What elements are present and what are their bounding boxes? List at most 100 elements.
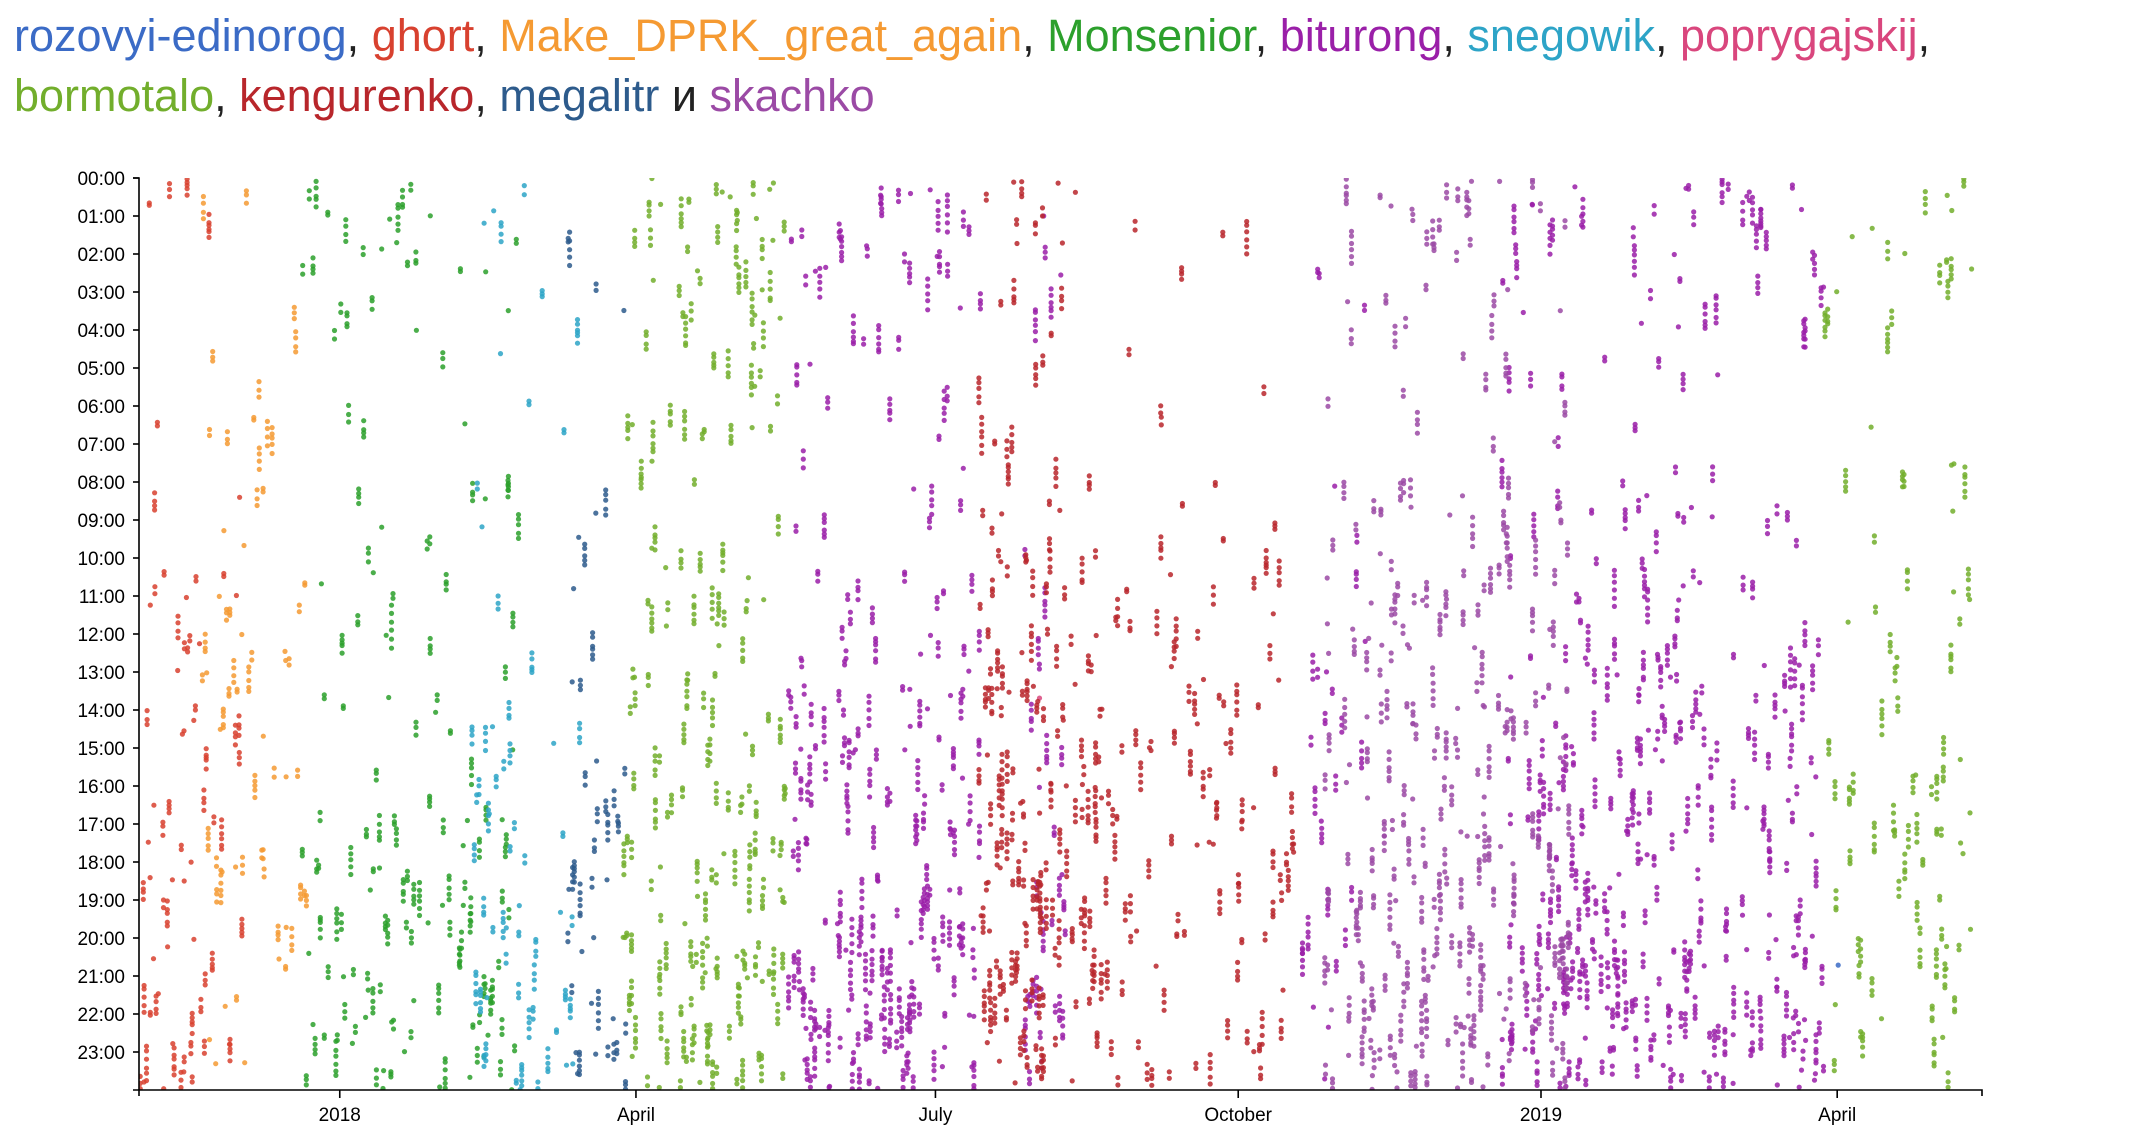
- data-point: [404, 263, 411, 269]
- data-point: [1534, 1059, 1540, 1065]
- data-point: [886, 1036, 893, 1042]
- data-point: [1689, 724, 1696, 731]
- data-point: [713, 191, 719, 197]
- data-point: [746, 783, 753, 789]
- data-point: [863, 1019, 869, 1025]
- data-point: [632, 243, 638, 249]
- data-point: [702, 899, 709, 906]
- data-point: [663, 940, 669, 947]
- data-point: [424, 546, 430, 552]
- data-point: [545, 1060, 551, 1066]
- data-point: [1937, 893, 1943, 899]
- data-point: [1708, 756, 1714, 762]
- data-point: [1052, 1042, 1058, 1048]
- data-point: [807, 1078, 814, 1084]
- data-point: [589, 884, 595, 890]
- data-point: [1895, 703, 1901, 709]
- data-point: [1832, 1002, 1838, 1008]
- data-point: [1816, 1020, 1822, 1026]
- data-point: [1115, 596, 1121, 602]
- data-point: [716, 612, 722, 618]
- data-point: [1758, 215, 1764, 221]
- data-point: [436, 990, 442, 996]
- data-point: [1810, 672, 1816, 678]
- data-point: [740, 1068, 746, 1074]
- data-point: [493, 784, 499, 790]
- data-point: [697, 568, 703, 574]
- series-rozovyi-edinorog: [1835, 962, 1841, 968]
- data-point: [992, 441, 998, 447]
- data-point: [211, 820, 217, 826]
- data-point: [856, 952, 862, 958]
- data-point: [200, 216, 206, 222]
- data-point: [989, 711, 995, 717]
- data-point: [1289, 835, 1295, 841]
- data-point: [1640, 964, 1646, 970]
- data-point: [709, 704, 716, 711]
- data-point: [1036, 784, 1042, 791]
- data-point: [181, 1059, 187, 1065]
- data-point: [202, 648, 208, 655]
- data-point: [385, 917, 391, 924]
- data-point: [1719, 194, 1725, 200]
- data-point: [317, 809, 323, 816]
- data-point: [1755, 290, 1761, 296]
- data-point: [958, 715, 964, 721]
- data-point: [935, 640, 941, 646]
- data-point: [1575, 949, 1581, 956]
- data-point: [632, 696, 638, 702]
- data-point: [1797, 903, 1803, 909]
- data-point: [264, 425, 270, 432]
- data-point: [693, 951, 699, 958]
- data-point: [1559, 374, 1565, 380]
- legend-item-snegowik: snegowik: [1467, 10, 1656, 61]
- data-point: [530, 1016, 536, 1022]
- data-point: [1217, 906, 1223, 912]
- data-point: [545, 1046, 551, 1052]
- data-point: [1585, 877, 1591, 883]
- data-point: [1681, 519, 1687, 525]
- data-point: [458, 945, 465, 951]
- data-point: [650, 419, 656, 425]
- data-point: [1037, 1029, 1043, 1036]
- data-point: [1079, 569, 1085, 575]
- data-point: [1239, 940, 1245, 946]
- data-point: [917, 723, 923, 729]
- data-point: [714, 1070, 720, 1076]
- data-point: [317, 935, 323, 941]
- data-point: [1049, 897, 1056, 903]
- data-point: [252, 783, 258, 789]
- data-point: [940, 914, 946, 920]
- data-point: [1696, 928, 1702, 934]
- data-point: [303, 903, 309, 909]
- data-point: [1576, 911, 1582, 917]
- data-point: [355, 622, 361, 628]
- data-point: [1585, 623, 1591, 629]
- data-point: [1541, 793, 1547, 799]
- data-point: [1267, 656, 1273, 662]
- data-point: [152, 507, 158, 513]
- data-point: [999, 775, 1005, 781]
- data-point: [1709, 807, 1715, 814]
- data-point: [1796, 662, 1802, 668]
- data-point: [1520, 309, 1526, 316]
- data-point: [1049, 917, 1055, 924]
- data-point: [1061, 907, 1067, 913]
- data-point: [1132, 227, 1138, 233]
- data-point: [474, 799, 480, 806]
- data-point: [468, 756, 475, 762]
- data-point: [999, 831, 1005, 837]
- data-point: [804, 1061, 810, 1068]
- data-point: [1822, 324, 1828, 330]
- data-point: [503, 832, 509, 838]
- data-point: [837, 914, 843, 920]
- data-point: [376, 829, 382, 835]
- data-point: [1042, 255, 1048, 261]
- data-point: [888, 992, 894, 998]
- data-point: [1359, 1040, 1365, 1046]
- data-point: [1305, 914, 1311, 920]
- data-point: [582, 541, 588, 547]
- data-point: [927, 632, 934, 638]
- data-point: [732, 881, 738, 887]
- data-point: [771, 952, 777, 958]
